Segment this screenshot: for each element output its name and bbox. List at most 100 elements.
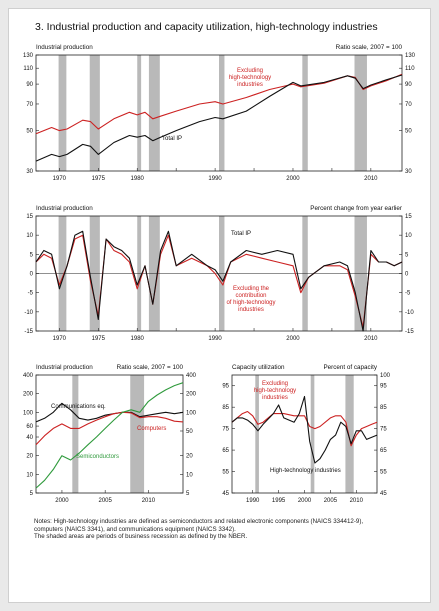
x-tick-label: 2000 (298, 498, 312, 504)
y-tick-label-right: 400 (186, 373, 197, 379)
y-tick-label-left: 65 (222, 448, 229, 454)
y-tick-label-right: 110 (405, 66, 415, 72)
recession-bar (72, 375, 79, 493)
y-tick-label-left: 55 (222, 470, 229, 476)
chart-bottom-left: Industrial production Ratio scale, 2007 =… (23, 364, 197, 504)
notes-line-2: computers (NAICS 3341), and communicatio… (34, 525, 236, 533)
chart-middle: Industrial production Percent change from… (24, 205, 414, 342)
annotation-red: industries (237, 82, 263, 88)
y-tick-label-left: 85 (222, 405, 229, 411)
y-tick-label-left: 75 (222, 427, 229, 433)
notes-line-3: The shaded areas are periods of business… (34, 533, 248, 541)
recession-bar (310, 375, 315, 493)
y-tick-label-left: 200 (23, 392, 34, 398)
annotation-red: of high-technology (226, 300, 275, 306)
y-tick-label-left: 60 (26, 424, 33, 430)
y-tick-label-left: 40 (26, 435, 33, 441)
x-tick-label: 1970 (53, 176, 67, 182)
x-tick-label: 1980 (131, 336, 145, 342)
x-tick-label: 2010 (350, 498, 364, 504)
recession-bar (137, 55, 142, 171)
series-line-green (35, 382, 184, 489)
x-tick-label: 2000 (55, 498, 69, 504)
chart-title-right: Percent of capacity (323, 364, 377, 371)
figure-title: 3. Industrial production and capacity ut… (35, 21, 378, 33)
x-tick-label: 2010 (364, 336, 378, 342)
y-tick-label-right: 5 (405, 252, 409, 258)
y-tick-label-right: 50 (186, 429, 193, 435)
y-tick-label-right: 85 (380, 405, 387, 411)
annotation-red: high-technology (229, 75, 271, 81)
y-tick-label-left: 0 (30, 272, 34, 278)
y-tick-label-right: 65 (380, 448, 387, 454)
annotation-black: Total IP (231, 231, 251, 237)
y-tick-label-right: 0 (405, 272, 409, 278)
chart-title-left: Industrial production (36, 44, 93, 51)
y-tick-label-left: 130 (23, 53, 34, 59)
recession-bar (345, 375, 354, 493)
x-tick-label: 1990 (208, 336, 222, 342)
recession-bar (89, 55, 100, 171)
chart-title-right: Ratio scale, 2007 = 100 (336, 44, 403, 51)
series-line-black (35, 230, 403, 332)
y-tick-label-right: 95 (380, 384, 387, 390)
y-tick-label-right: 50 (405, 129, 412, 135)
series-line-black (35, 402, 184, 423)
annotation-black: Total IP (162, 136, 182, 142)
y-tick-label-right: -15 (405, 329, 414, 335)
recession-bar (219, 55, 225, 171)
x-tick-label: 1980 (131, 176, 145, 182)
x-tick-label: 2000 (286, 336, 300, 342)
annotation-green: Semiconductors (76, 454, 119, 460)
annotation-red: high-technology (254, 388, 296, 394)
y-tick-label-right: -5 (405, 291, 411, 297)
recession-bar (354, 55, 367, 171)
x-tick-label: 1990 (246, 498, 260, 504)
series-line-red (35, 411, 184, 446)
y-tick-label-right: 130 (405, 53, 416, 59)
y-tick-label-right: 100 (186, 410, 197, 416)
y-tick-label-right: 10 (186, 472, 193, 478)
y-tick-label-left: 45 (222, 491, 229, 497)
y-tick-label-right: 20 (186, 454, 193, 460)
y-tick-label-right: 200 (186, 392, 197, 398)
y-tick-label-right: -10 (405, 310, 414, 316)
y-tick-label-left: 100 (23, 410, 34, 416)
y-tick-label-left: 20 (26, 454, 33, 460)
y-tick-label-right: 100 (380, 373, 391, 379)
y-tick-label-left: 5 (30, 491, 34, 497)
x-tick-label: 2000 (286, 176, 300, 182)
chart-title-right: Percent change from year earlier (310, 205, 402, 212)
x-tick-label: 1975 (92, 336, 106, 342)
recession-bar (255, 375, 259, 493)
y-tick-label-right: 75 (380, 427, 387, 433)
notes-line-1: Notes: High-technology industries are de… (34, 518, 364, 525)
x-tick-label: 2010 (364, 176, 378, 182)
recession-bar (58, 55, 67, 171)
y-tick-label-right: 55 (380, 470, 387, 476)
y-tick-label-left: 400 (23, 373, 34, 379)
x-tick-label: 1975 (92, 176, 106, 182)
y-tick-label-right: 5 (186, 491, 190, 497)
figure-notes: Notes: High-technology industries are de… (34, 518, 414, 541)
y-tick-label-right: 10 (405, 233, 412, 239)
y-tick-label-left: 5 (30, 252, 34, 258)
x-tick-label: 1990 (208, 176, 222, 182)
y-tick-label-right: 15 (405, 214, 412, 220)
x-tick-label: 1970 (53, 336, 67, 342)
y-tick-label-left: 10 (26, 472, 33, 478)
series-line-red (35, 234, 403, 328)
annotation-red: Excluding the (233, 286, 270, 292)
series-line-black (231, 395, 378, 464)
x-tick-label: 2005 (324, 498, 338, 504)
chart-title-left: Capacity utilization (232, 364, 285, 371)
y-tick-label-right: 90 (405, 82, 412, 88)
recession-bar (130, 375, 145, 493)
y-tick-label-left: 15 (26, 214, 33, 220)
y-tick-label-left: 50 (26, 129, 33, 135)
annotation-red: Computers (137, 426, 166, 432)
annotation-red: Excluding (237, 68, 263, 74)
y-tick-label-left: 10 (26, 233, 33, 239)
chart-title-left: Industrial production (36, 205, 93, 212)
